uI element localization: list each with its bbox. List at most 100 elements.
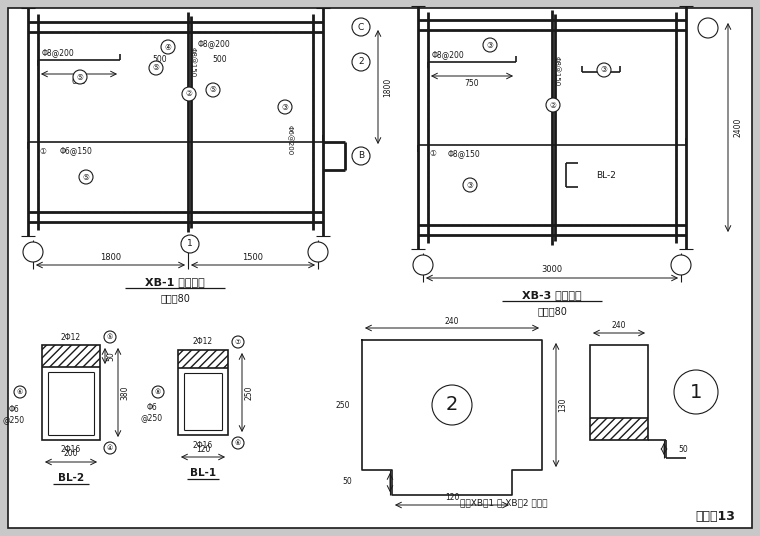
Circle shape (149, 61, 163, 75)
Text: 120: 120 (445, 493, 459, 502)
Text: 2Φ12: 2Φ12 (193, 338, 213, 346)
Text: 1: 1 (690, 383, 702, 401)
Bar (428, 30, 676, 225)
Text: 1800: 1800 (384, 77, 392, 96)
Text: 2Φ12: 2Φ12 (61, 332, 81, 341)
Text: ⑤: ⑤ (153, 63, 160, 72)
Circle shape (23, 242, 43, 262)
Bar (178, 350, 228, 368)
Text: @250: @250 (3, 415, 25, 425)
Text: C: C (358, 23, 364, 32)
Circle shape (432, 385, 472, 425)
Text: 130: 130 (559, 398, 568, 412)
Text: 500: 500 (153, 56, 167, 64)
Text: ④: ④ (107, 445, 113, 451)
Text: 3000: 3000 (541, 265, 562, 274)
Text: ⑦: ⑦ (235, 339, 241, 345)
Bar (42, 345, 100, 367)
Circle shape (674, 370, 718, 414)
Text: 240: 240 (612, 322, 626, 331)
Text: 2: 2 (358, 57, 364, 66)
Text: 50: 50 (678, 444, 688, 453)
Text: Φ6: Φ6 (8, 406, 19, 414)
Circle shape (597, 63, 611, 77)
Circle shape (546, 98, 560, 112)
Bar (590, 345, 648, 440)
Text: 注：XB－1 与 XB－2 板对称: 注：XB－1 与 XB－2 板对称 (460, 498, 547, 508)
Circle shape (278, 100, 292, 114)
Text: Φ6@150: Φ6@150 (60, 146, 93, 155)
Circle shape (671, 255, 691, 275)
Text: 200: 200 (64, 450, 78, 458)
Text: 380: 380 (121, 385, 129, 400)
Text: 250: 250 (245, 385, 254, 400)
Text: 120: 120 (196, 444, 211, 453)
Circle shape (182, 87, 196, 101)
Text: 1: 1 (187, 240, 193, 249)
Text: 50: 50 (106, 351, 116, 361)
Circle shape (463, 178, 477, 192)
Text: ⑧: ⑧ (155, 389, 161, 395)
Text: Φ8@150: Φ8@150 (554, 56, 560, 86)
Circle shape (152, 386, 164, 398)
Circle shape (352, 18, 370, 36)
Bar (178, 350, 228, 435)
Text: ③: ③ (281, 102, 289, 111)
Text: ⑥: ⑥ (17, 389, 23, 395)
Circle shape (308, 242, 328, 262)
Text: ③: ③ (467, 181, 473, 190)
Text: ⑤: ⑤ (83, 173, 90, 182)
Text: ④: ④ (165, 42, 172, 51)
Circle shape (698, 18, 718, 38)
Circle shape (232, 437, 244, 449)
Circle shape (79, 170, 93, 184)
Text: 1500: 1500 (242, 252, 264, 262)
Text: 500: 500 (213, 56, 227, 64)
Text: Φ8@200: Φ8@200 (198, 40, 231, 48)
Circle shape (161, 40, 175, 54)
Text: XB-3 板配筋图: XB-3 板配筋图 (522, 290, 582, 300)
Text: Φ8@200: Φ8@200 (432, 50, 465, 59)
Text: ③: ③ (486, 41, 493, 49)
Bar (42, 345, 100, 440)
Text: Φ8@150: Φ8@150 (190, 47, 196, 77)
Text: 板厚：80: 板厚：80 (160, 293, 190, 303)
Text: 1800: 1800 (100, 252, 121, 262)
Text: XB-1 板配筋图: XB-1 板配筋图 (145, 277, 205, 287)
Text: ⑤: ⑤ (107, 334, 113, 340)
Text: 50: 50 (342, 478, 352, 487)
Text: 240: 240 (445, 316, 459, 325)
Circle shape (14, 386, 26, 398)
Text: 750: 750 (464, 79, 480, 88)
Text: Φ8@150: Φ8@150 (448, 150, 481, 159)
Text: ①: ① (40, 146, 46, 155)
Circle shape (206, 83, 220, 97)
Text: ③: ③ (600, 65, 607, 75)
Text: 2400: 2400 (733, 118, 743, 137)
Bar (38, 32, 313, 212)
Circle shape (181, 235, 199, 253)
Text: ⑤: ⑤ (77, 72, 84, 81)
Text: 2: 2 (446, 396, 458, 414)
Text: ②: ② (185, 90, 192, 99)
Circle shape (232, 336, 244, 348)
Text: ②: ② (549, 101, 556, 109)
Text: @250: @250 (141, 413, 163, 422)
Text: 2Φ16: 2Φ16 (193, 441, 213, 450)
Text: Φ8@200: Φ8@200 (42, 48, 74, 57)
Circle shape (352, 53, 370, 71)
Text: 250: 250 (335, 400, 350, 410)
Circle shape (104, 442, 116, 454)
Circle shape (73, 70, 87, 84)
Text: BL-2: BL-2 (58, 473, 84, 483)
Bar (590, 418, 648, 440)
Circle shape (104, 331, 116, 343)
Text: ①: ① (429, 150, 436, 159)
Text: ⑤: ⑤ (210, 86, 217, 94)
Text: 板厚：80: 板厚：80 (537, 306, 567, 316)
Text: 结施－13: 结施－13 (695, 510, 735, 523)
Circle shape (413, 255, 433, 275)
Circle shape (352, 147, 370, 165)
Text: 650: 650 (71, 78, 87, 86)
Text: B: B (358, 152, 364, 160)
